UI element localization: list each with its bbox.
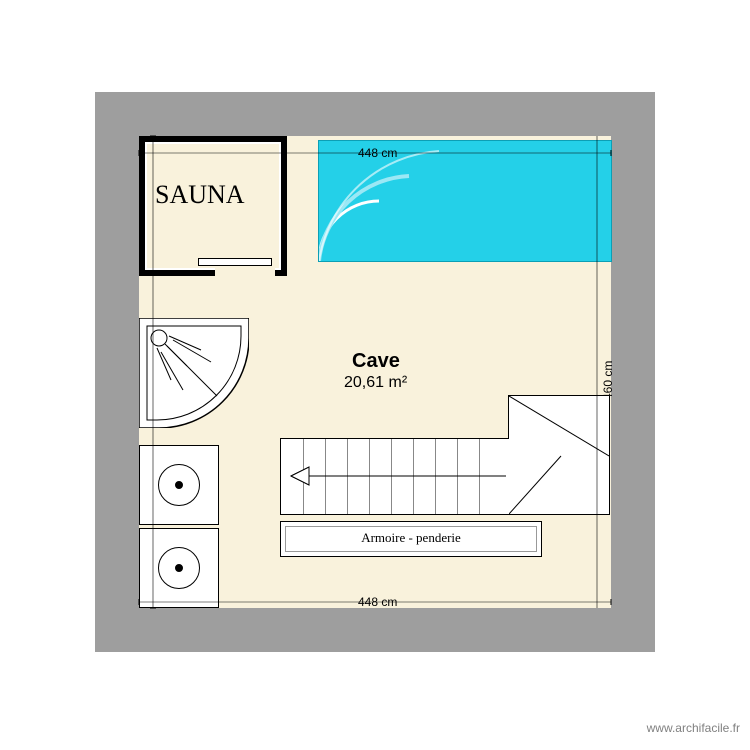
dim-bottom: 448 cm	[358, 595, 397, 609]
stair-landing	[508, 395, 610, 515]
shower	[139, 318, 249, 428]
appliance-2-center-icon	[175, 564, 183, 572]
stair-run	[280, 438, 509, 515]
floorplan-canvas: SAUNA 448 cm 448 cm 460 cm 460 cm Cave 2…	[0, 0, 750, 750]
watermark: www.archifacile.fr	[647, 721, 740, 735]
sauna-door-gap	[215, 268, 275, 278]
sauna-label: SAUNA	[155, 180, 245, 210]
armoire: Armoire - penderie	[280, 521, 542, 557]
appliance-1-center-icon	[175, 481, 183, 489]
room-area: 20,61 m²	[344, 374, 407, 392]
room-name: Cave	[352, 350, 400, 373]
armoire-label: Armoire - penderie	[361, 530, 461, 545]
dim-top: 448 cm	[358, 146, 397, 160]
sauna-door-panel	[198, 258, 272, 266]
